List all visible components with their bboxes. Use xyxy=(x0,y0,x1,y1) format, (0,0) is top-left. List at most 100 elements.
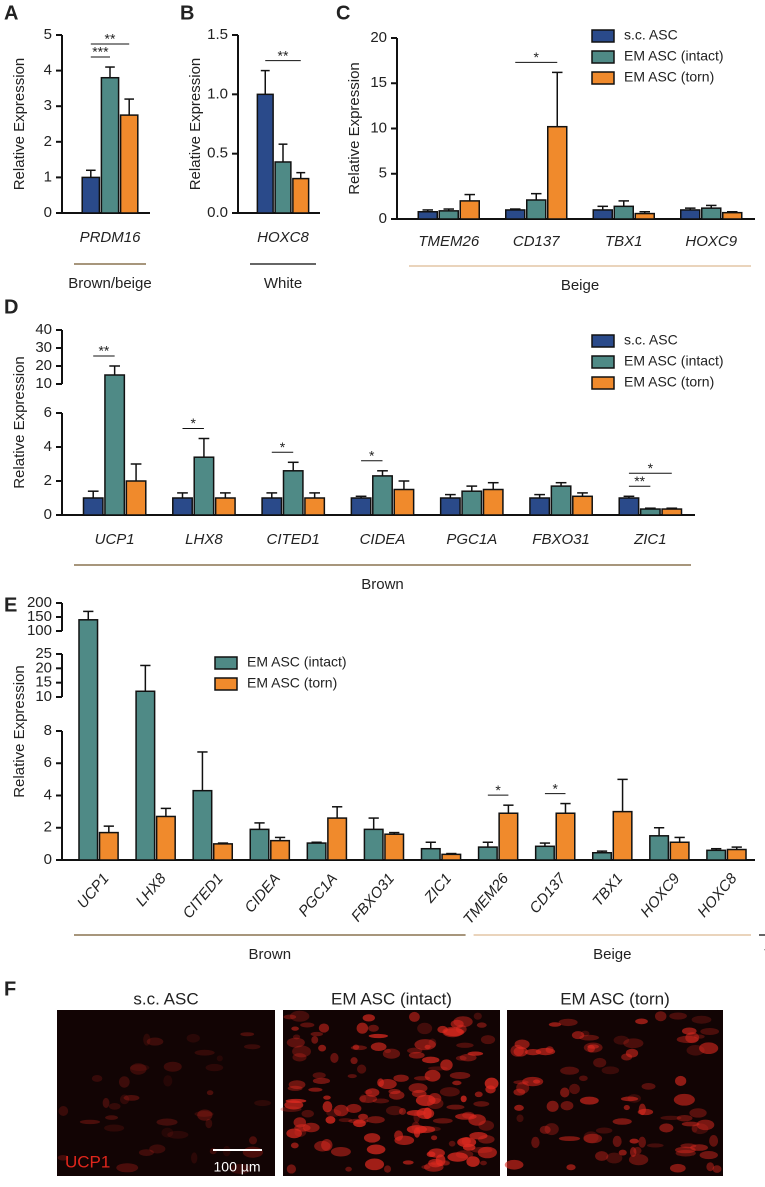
cell xyxy=(673,1093,695,1106)
cell xyxy=(424,1069,441,1082)
y-axis-label: Relative Expression xyxy=(11,665,28,798)
cell xyxy=(186,1033,200,1043)
bar xyxy=(680,209,701,220)
cell xyxy=(612,1135,622,1147)
bar xyxy=(420,847,441,861)
cell xyxy=(583,1131,599,1144)
y-axis-label: Relative Expression xyxy=(11,58,28,191)
bar xyxy=(669,841,690,861)
cell xyxy=(363,1133,381,1143)
bar xyxy=(212,843,234,861)
bar xyxy=(477,846,498,861)
cell xyxy=(620,1096,639,1102)
cell xyxy=(560,1087,570,1098)
cell xyxy=(676,1114,693,1122)
cell xyxy=(462,1143,476,1151)
micrograph xyxy=(57,1010,275,1176)
legend-label: EM ASC (torn) xyxy=(624,374,714,390)
cell xyxy=(675,1149,696,1157)
cell xyxy=(696,1119,715,1131)
cell xyxy=(452,1080,462,1086)
cell xyxy=(326,1109,342,1117)
cell xyxy=(613,1035,630,1045)
bar xyxy=(613,205,634,220)
cell xyxy=(388,1088,401,1095)
bar xyxy=(292,177,310,214)
category-label: LHX8 xyxy=(133,870,171,910)
cell xyxy=(660,1115,682,1121)
y-tick-label: 100 xyxy=(27,622,52,639)
cell xyxy=(545,1046,554,1054)
category-label: FBXO31 xyxy=(532,531,590,548)
cell xyxy=(558,1018,578,1027)
y-tick-label: 25 xyxy=(35,645,52,662)
cell xyxy=(222,1145,231,1157)
y-tick-label: 4 xyxy=(44,438,52,455)
cell xyxy=(422,1056,440,1064)
cell xyxy=(587,1044,600,1049)
legend-swatch xyxy=(591,29,615,43)
cell xyxy=(681,1121,700,1127)
group-label: White xyxy=(264,275,302,292)
cell xyxy=(104,1124,125,1132)
category-label: ZIC1 xyxy=(633,531,667,548)
cell xyxy=(191,1152,198,1164)
cell xyxy=(119,1094,130,1105)
bar xyxy=(417,211,438,220)
cell xyxy=(579,1075,588,1082)
cell xyxy=(546,1100,559,1112)
bar xyxy=(722,211,743,220)
cell xyxy=(421,1164,431,1170)
cell xyxy=(409,1011,420,1022)
cell xyxy=(691,1124,698,1133)
category-label: CD137 xyxy=(526,870,569,917)
cell xyxy=(406,1109,426,1116)
cell xyxy=(402,1160,414,1165)
cell xyxy=(691,1015,712,1024)
category-label: CIDEA xyxy=(360,531,406,548)
cell xyxy=(450,1019,464,1029)
cell xyxy=(593,1057,607,1068)
cell xyxy=(91,1075,103,1082)
significance-label: * xyxy=(190,415,196,431)
cell xyxy=(699,1042,719,1055)
cell xyxy=(384,1048,392,1054)
category-label: LHX8 xyxy=(185,531,223,548)
cell xyxy=(435,1154,446,1167)
bar xyxy=(192,789,213,861)
bar xyxy=(612,810,633,861)
cell xyxy=(646,1143,664,1148)
cell xyxy=(623,1038,644,1049)
cell xyxy=(459,1053,477,1062)
cell xyxy=(447,1152,468,1162)
cell xyxy=(102,1097,110,1108)
cell xyxy=(216,1055,223,1062)
cell xyxy=(359,1094,367,1103)
bar xyxy=(482,488,504,516)
bar xyxy=(547,125,568,220)
bar xyxy=(555,812,576,861)
cell xyxy=(388,1090,405,1100)
cell xyxy=(437,1025,448,1034)
cell xyxy=(449,1072,471,1080)
cell xyxy=(689,1108,707,1118)
bar xyxy=(439,497,461,516)
y-tick-label: 1 xyxy=(44,168,52,185)
bar xyxy=(498,812,519,861)
cell xyxy=(393,1074,409,1082)
y-tick-label: 20 xyxy=(35,357,52,374)
cell xyxy=(621,1053,633,1061)
cell xyxy=(312,1077,331,1084)
cell xyxy=(633,1146,642,1155)
bar xyxy=(706,849,727,861)
y-tick-label: 8 xyxy=(44,722,52,739)
bar xyxy=(82,497,104,516)
cell xyxy=(595,1151,609,1161)
significance-label: ** xyxy=(278,47,289,63)
bar xyxy=(125,480,147,516)
cell xyxy=(292,1034,301,1040)
cell xyxy=(423,1107,432,1119)
group-label: Brown xyxy=(249,946,292,963)
cell xyxy=(712,1165,722,1173)
